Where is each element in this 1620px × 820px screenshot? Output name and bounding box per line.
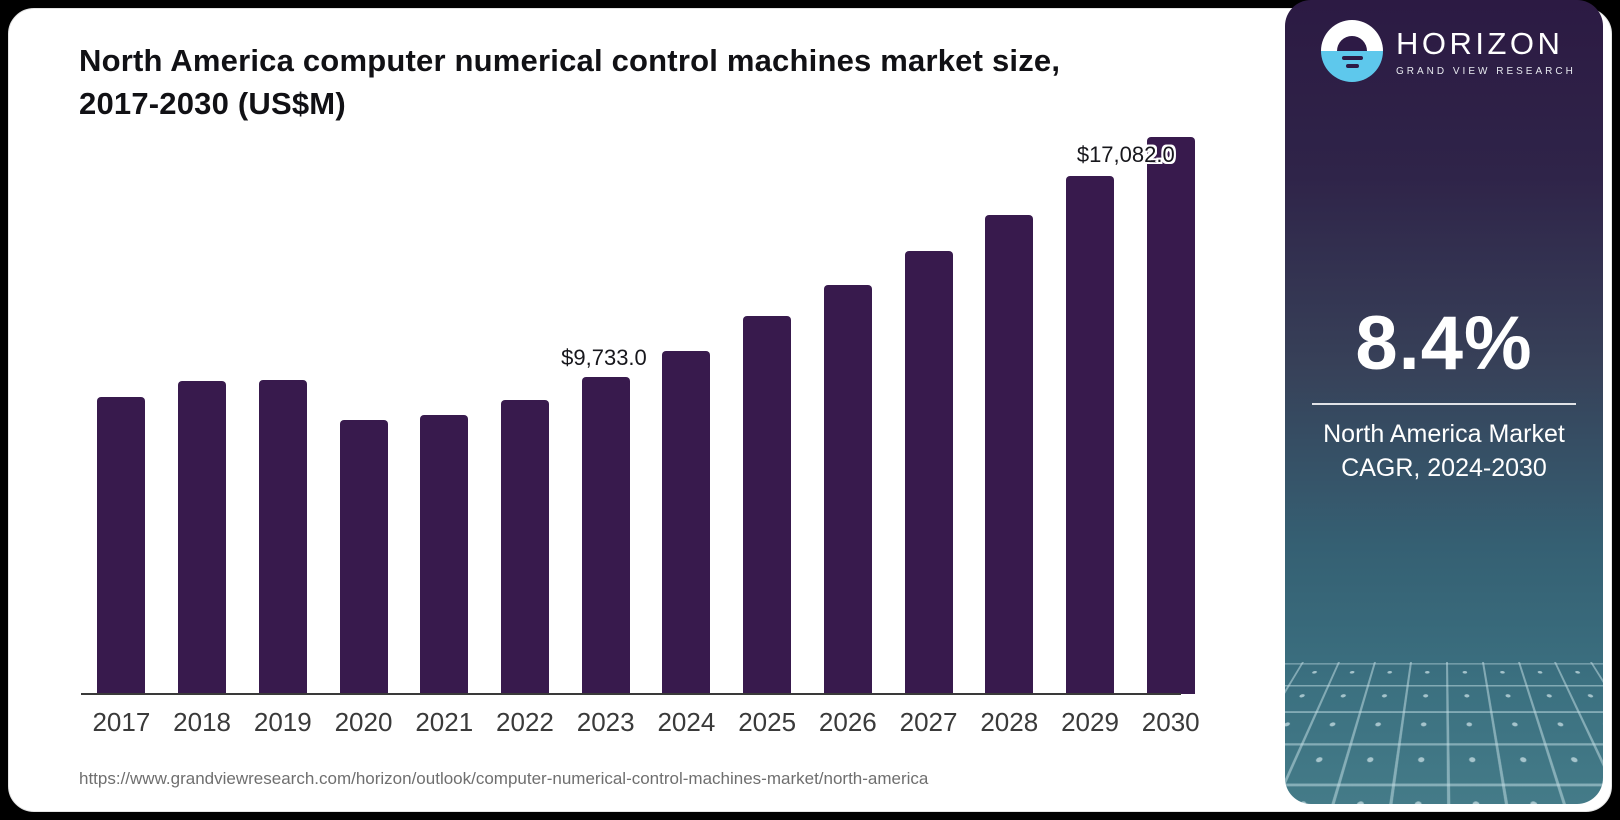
bar-cell	[323, 131, 404, 694]
bar-value-label: $17,082.0	[1076, 142, 1175, 167]
x-axis-label: 2019	[253, 707, 312, 737]
bars: $9,733.0 $17,082.0	[81, 131, 1211, 694]
sunrise-dome	[1337, 36, 1367, 51]
bar-2018	[178, 381, 227, 694]
bar-cell	[81, 131, 162, 694]
bar-2022	[500, 400, 549, 694]
stat-divider	[1312, 403, 1576, 405]
bar-cell	[727, 131, 808, 694]
x-axis-label: 2022	[496, 707, 554, 737]
x-axis-label: 2025	[738, 707, 797, 737]
bar-2028	[985, 215, 1034, 694]
x-axis-label: 2026	[818, 707, 877, 737]
bar-cell	[1050, 131, 1131, 694]
bar-2030: $17,082.0	[1077, 137, 1195, 694]
sidebar: HORIZON GRAND VIEW RESEARCH 8.4% North A…	[1285, 0, 1603, 804]
x-axis-label: 2020	[334, 707, 393, 737]
x-axis-label: 2017	[92, 707, 151, 737]
bar-2019	[258, 380, 307, 694]
x-axis-label: 2024	[657, 707, 716, 737]
bar-2024	[662, 351, 711, 694]
horizon-sunrise-icon	[1321, 20, 1383, 82]
bar-2023: $9,733.0	[561, 345, 647, 694]
cagr-stat: 8.4% North America Market CAGR, 2024-203…	[1285, 300, 1603, 485]
bar-cell	[969, 131, 1050, 694]
logo-text: HORIZON GRAND VIEW RESEARCH	[1396, 26, 1576, 77]
bar-2027	[904, 251, 953, 694]
sunrise-reflection-line	[1346, 64, 1359, 68]
wireframe-mesh-decoration	[1285, 662, 1603, 804]
brand-subtitle: GRAND VIEW RESEARCH	[1396, 65, 1576, 77]
x-axis-label: 2021	[415, 707, 474, 737]
bar-cell	[242, 131, 323, 694]
bar-cell: $9,733.0	[561, 131, 647, 694]
x-axis-label: 2030	[1141, 707, 1200, 737]
bar-cell	[162, 131, 243, 694]
bar-2029	[1065, 176, 1114, 694]
x-axis-line	[81, 693, 1181, 695]
logo: HORIZON GRAND VIEW RESEARCH	[1321, 20, 1576, 82]
sunrise-reflection-line	[1342, 56, 1363, 60]
bar-cell	[646, 131, 727, 694]
x-axis-label: 2027	[899, 707, 958, 737]
cagr-value: 8.4%	[1355, 301, 1533, 386]
bar-2026	[823, 285, 872, 694]
bar-cell	[485, 131, 566, 694]
x-axis-labels: 2017 2018 2019 2020 2021 2022 2023 2024 2025 2026…	[81, 707, 1211, 738]
bar-value-label: $9,733.0	[561, 345, 647, 370]
x-axis-label: 2018	[173, 707, 231, 737]
bar-cell	[404, 131, 485, 694]
bar-2017	[97, 397, 146, 694]
bar-2021	[420, 415, 469, 694]
bar-2025	[743, 316, 792, 694]
bar-cell	[807, 131, 888, 694]
x-axis-label: 2023	[576, 707, 635, 737]
brand-name: HORIZON	[1396, 25, 1564, 61]
cagr-label: North America Market CAGR, 2024-2030	[1323, 420, 1565, 482]
bar-2020	[339, 420, 388, 694]
bar-cell	[888, 131, 969, 694]
x-axis-label: 2029	[1061, 707, 1119, 737]
bar-cell: $17,082.0	[1077, 131, 1211, 694]
source-url: https://www.grandviewresearch.com/horizo…	[79, 769, 929, 788]
x-axis-label: 2028	[980, 707, 1039, 737]
chart-title: North America computer numerical control…	[79, 43, 1061, 121]
